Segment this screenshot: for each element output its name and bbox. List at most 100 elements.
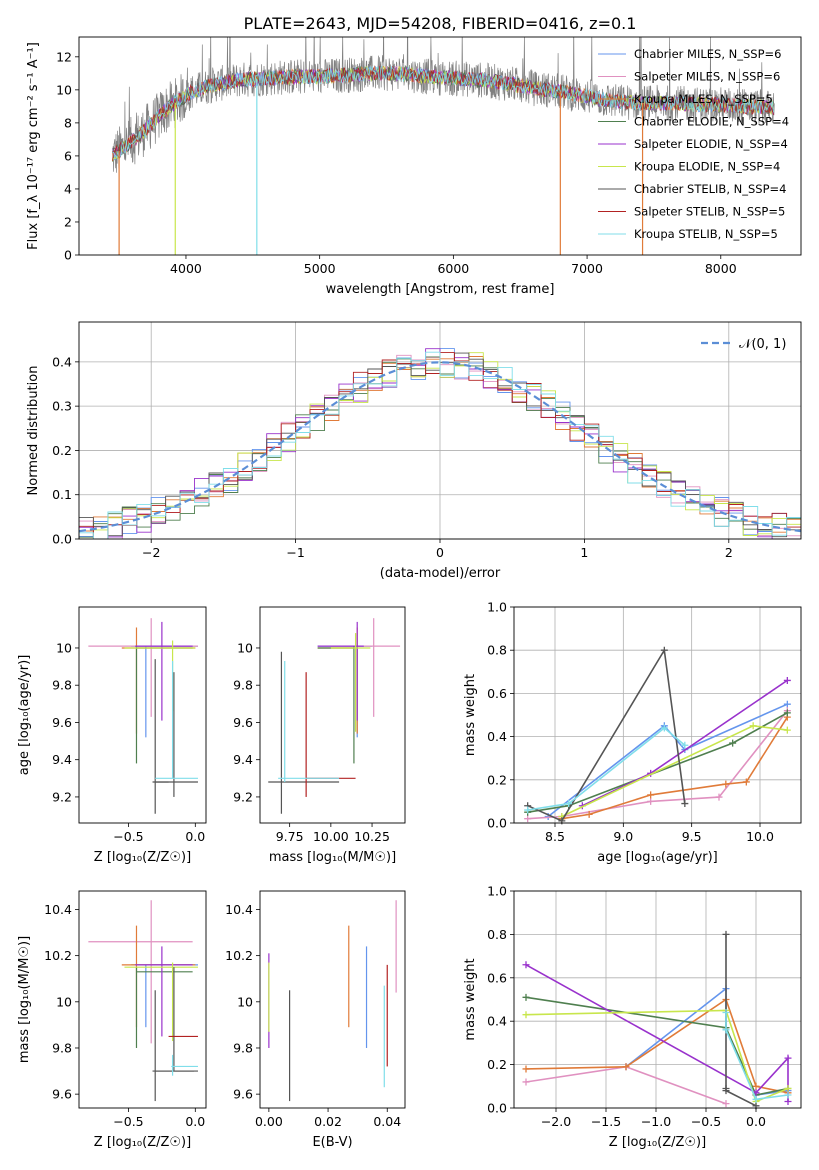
data-point [681,800,689,808]
data-point [522,1065,530,1073]
y-tick-label: 10.2 [44,948,72,963]
mass-weight-line [525,964,789,1102]
y-tick-label: 0.2 [487,772,507,787]
data-point [752,1082,760,1090]
data-point [524,815,532,823]
data-point [729,739,737,747]
x-tick-label: 0.00 [255,1114,283,1129]
y-tick-label: 10 [56,82,72,97]
x-tick-label: 9.75 [276,829,304,844]
x-tick-label: 0.0 [185,1114,205,1129]
y-axis-label: Flux [f_λ 10⁻¹⁷ erg cm⁻² s⁻¹ A⁻¹] [26,42,41,250]
x-axis-label: Z [log₁₀(Z/Z☉)] [94,850,191,865]
data-point [783,726,791,734]
data-point [722,1026,730,1034]
x-tick-label: −2.0 [541,1114,571,1129]
x-tick-label: 1 [580,545,588,560]
metallicity-age-chart: −0.5 0.0 9.2 9.4 9.6 9.8 10 Z [log₁₀(Z/Z☉)] age … [17,606,207,865]
spectrum-plot-area [112,37,775,255]
data-point [783,700,791,708]
mass-weight-line [547,703,788,818]
y-tick-label: 9.8 [233,1040,253,1055]
x-tick-label: 4000 [170,261,202,276]
normal-curve [79,361,801,533]
data-point [647,791,655,799]
x-tick-label: 0.0 [746,1114,766,1129]
data-point [784,1084,792,1092]
legend-label: Salpeter STELIB, N_SSP=5 [634,205,785,219]
y-axis-label: mass [log₁₀(M/M☉)] [17,936,32,1063]
x-tick-label: 9.0 [613,829,633,844]
metallicity-mass-chart: −0.5 0.0 9.6 9.8 10 10.2 10.4 Z [log₁₀(Z/Z☉)] ma… [17,890,207,1150]
x-tick-label: 10.00 [313,829,349,844]
data-point [783,709,791,717]
x-tick-label: −0.5 [691,1114,721,1129]
data-point [647,797,655,805]
mass-weight-line [725,934,757,1107]
y-tick-label: 10.4 [225,902,253,917]
data-point [784,1091,792,1099]
legend-label: Chabrier STELIB, N_SSP=4 [634,182,786,196]
y-axis-label: mass weight [463,674,478,756]
y-tick-label: 9.6 [52,1087,72,1102]
y-tick-label: 1.0 [487,884,507,899]
y-tick-label: 0.8 [487,927,507,942]
x-tick-label: −2 [142,545,160,560]
mass-weight-line [527,647,686,822]
data-point [622,1063,630,1071]
axes-frame [78,606,207,824]
x-tick-label: −0.5 [113,1114,143,1129]
data-point [522,1011,530,1019]
y-tick-label: 0.4 [52,354,72,369]
y-tick-label: 8 [64,115,72,130]
y-axis-label: mass weight [463,958,478,1040]
x-axis-label: (data-model)/error [380,566,501,581]
y-tick-label: 9.6 [233,715,253,730]
data-point [522,993,530,1001]
data-point [742,778,750,786]
x-axis-label: mass [log₁₀(M/M☉)] [269,850,396,865]
x-tick-label: 0.02 [314,1114,342,1129]
y-tick-label: 0.6 [487,970,507,985]
x-axis-label: Z [log₁₀(Z/Z☉)] [94,1135,191,1150]
y-tick-label: 1.0 [487,600,507,615]
y-tick-label: 0.0 [487,816,507,831]
x-tick-label: 10.0 [746,829,774,844]
figure-title: PLATE=2643, MJD=54208, FIBERID=0416, z=0… [244,14,637,33]
data-point [722,1087,730,1095]
mass-weight-line [527,726,686,811]
y-tick-label: 2 [64,214,72,229]
data-point [715,793,723,801]
residual-histogram-step [79,351,801,539]
y-tick-label: 9.6 [233,1087,253,1102]
data-point [522,1078,530,1086]
data-point [722,1100,730,1108]
x-tick-label: 8000 [705,261,737,276]
y-tick-label: 4 [64,181,72,196]
x-tick-label: 2 [725,545,733,560]
x-tick-label: 5000 [304,261,336,276]
x-tick-label: −1 [286,545,304,560]
x-axis-label: age [log₁₀(age/yr)] [597,850,718,865]
legend-label: 𝒩(0, 1) [739,337,786,352]
data-point [752,1095,760,1103]
data-point [660,724,668,732]
y-tick-label: 9.4 [52,752,72,767]
spectrum-chart: 4000 5000 6000 7000 8000 0 2 4 6 8 10 12 wavelength … [26,36,802,297]
model-spectrum-line [112,66,774,158]
legend-label: Kroupa STELIB, N_SSP=5 [634,227,778,241]
y-tick-label: 9.8 [52,1040,72,1055]
y-tick-label: 0.2 [52,443,72,458]
errorbar-area [88,618,198,814]
data-point [522,961,530,969]
x-tick-label: 0 [436,545,444,560]
data-point [585,810,593,818]
y-tick-label: 12 [56,49,72,64]
x-tick-label: 8.5 [545,829,565,844]
x-tick-label: 6000 [437,261,469,276]
y-tick-label: 9.2 [52,789,72,804]
y-tick-label: 10.4 [44,902,72,917]
y-tick-label: 0.2 [487,1057,507,1072]
x-tick-label: −0.5 [113,829,143,844]
